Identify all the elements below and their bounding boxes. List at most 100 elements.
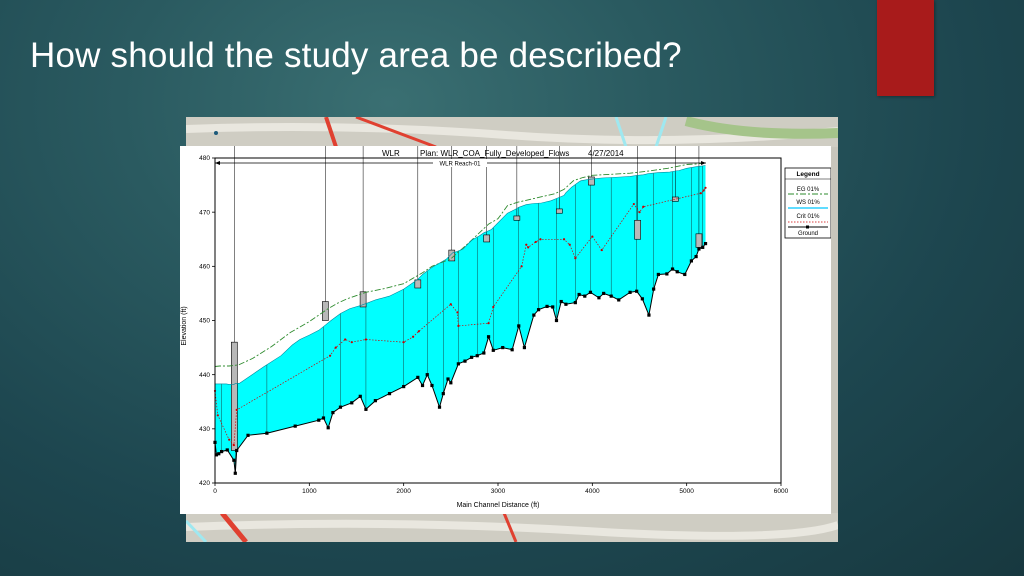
ground-point bbox=[545, 304, 549, 309]
critical-depth-point bbox=[334, 346, 337, 349]
structure-deck bbox=[231, 341, 238, 451]
critical-depth-point bbox=[235, 408, 238, 411]
y-tick-label: 480 bbox=[199, 155, 210, 162]
critical-depth-point bbox=[638, 211, 641, 214]
ground-point bbox=[441, 392, 445, 396]
legend: Legend EG 01% WS 01% Crit 01% Ground bbox=[784, 167, 831, 239]
critical-depth-point bbox=[328, 354, 332, 357]
ground-point bbox=[536, 308, 541, 312]
structure-deck bbox=[634, 219, 641, 240]
ground-point bbox=[510, 348, 514, 352]
ground-point bbox=[225, 448, 229, 452]
critical-depth-point bbox=[232, 443, 235, 447]
ground-point bbox=[235, 448, 239, 453]
critical-depth-point bbox=[456, 311, 459, 314]
ground-point bbox=[703, 241, 708, 246]
ground-point bbox=[564, 302, 568, 306]
x-tick-label: 6000 bbox=[774, 488, 789, 495]
ground-point bbox=[402, 384, 406, 389]
legend-title: Legend bbox=[796, 171, 819, 178]
ground-point bbox=[656, 272, 660, 277]
x-tick-label: 4000 bbox=[585, 488, 600, 495]
y-tick-label: 430 bbox=[199, 426, 210, 433]
critical-depth-point bbox=[539, 238, 542, 241]
ground-point bbox=[331, 410, 335, 415]
reach-label-bg bbox=[433, 159, 487, 167]
x-axis-label: Main Channel Distance (ft) bbox=[457, 502, 540, 509]
profile-chart-svg: 0 1000 2000 3000 4000 5000 6000 420 430 440 450 460… bbox=[181, 146, 831, 509]
structure-deck bbox=[672, 196, 679, 202]
ground-point bbox=[220, 449, 224, 454]
ground-point bbox=[338, 405, 343, 409]
ground-point bbox=[437, 405, 442, 409]
ground-point bbox=[425, 373, 429, 377]
x-tick-label: 0 bbox=[213, 488, 217, 495]
x-tick-label: 2000 bbox=[396, 488, 411, 495]
ground-point bbox=[475, 354, 479, 358]
ground-point bbox=[232, 458, 236, 462]
structure-deck bbox=[359, 291, 367, 308]
critical-depth-point bbox=[568, 243, 571, 246]
critical-depth-point bbox=[364, 338, 368, 341]
ground-point bbox=[683, 272, 687, 277]
ground-point bbox=[617, 298, 621, 302]
water-surface-fill bbox=[215, 165, 706, 474]
slide-title: How should the study area be described? bbox=[30, 36, 682, 75]
ground-point bbox=[694, 254, 698, 259]
critical-depth-point bbox=[591, 235, 594, 238]
ground-point bbox=[554, 318, 559, 323]
ground-point bbox=[522, 345, 527, 350]
ground-point bbox=[317, 418, 321, 422]
ground-point bbox=[675, 270, 679, 274]
ground-point bbox=[665, 272, 669, 276]
legend-ground-label: Ground bbox=[798, 231, 818, 237]
critical-depth-point bbox=[402, 341, 405, 344]
ground-point bbox=[456, 362, 460, 366]
ground-point bbox=[697, 247, 701, 251]
y-tick-label: 470 bbox=[199, 209, 210, 216]
x-tick-label: 1000 bbox=[302, 488, 317, 495]
critical-depth-point bbox=[449, 303, 452, 306]
structure-deck bbox=[556, 208, 563, 214]
critical-depth-point bbox=[417, 330, 420, 333]
ground-point bbox=[469, 355, 474, 359]
ground-point bbox=[559, 299, 563, 304]
ground-point bbox=[640, 297, 644, 301]
ground-point bbox=[449, 381, 453, 385]
critical-depth-point bbox=[487, 322, 490, 325]
y-axis-label: Elevation (ft) bbox=[181, 306, 188, 345]
profile-chart: 0 1000 2000 3000 4000 5000 6000 420 430 440 450 460… bbox=[180, 146, 831, 514]
structure-deck bbox=[322, 301, 329, 321]
reach-arrow-right bbox=[701, 161, 706, 165]
ground-point bbox=[430, 383, 434, 388]
ground-point bbox=[387, 392, 392, 396]
critical-depth-point bbox=[534, 240, 537, 244]
ground-point bbox=[364, 407, 368, 411]
ground-point bbox=[491, 348, 495, 352]
y-tick-label: 440 bbox=[199, 372, 210, 379]
reach-arrow-left bbox=[215, 161, 220, 165]
reach-label: WLR Reach-01 bbox=[439, 162, 481, 168]
ground-point bbox=[217, 452, 221, 456]
critical-depth-point bbox=[228, 438, 231, 441]
structure-deck bbox=[483, 234, 490, 243]
ground-point bbox=[246, 433, 250, 437]
legend-ws-label: WS 01% bbox=[796, 200, 820, 206]
header-date: 4/27/2014 bbox=[588, 149, 624, 158]
ground-point bbox=[652, 287, 656, 291]
header-project: WLR bbox=[382, 149, 400, 158]
ground-point bbox=[597, 296, 601, 300]
ground-point bbox=[609, 294, 613, 298]
ground-point bbox=[321, 416, 326, 420]
ground-point bbox=[416, 375, 420, 379]
critical-depth-point bbox=[600, 248, 603, 252]
accent-bar bbox=[877, 0, 934, 96]
structure-deck bbox=[695, 233, 703, 248]
ground-point bbox=[350, 401, 354, 405]
x-tick-label: 3000 bbox=[491, 488, 506, 495]
ground-point bbox=[482, 351, 486, 355]
critical-depth-point bbox=[702, 189, 705, 192]
ground-point bbox=[358, 394, 362, 398]
critical-depth-point bbox=[525, 243, 528, 246]
map-features bbox=[186, 117, 838, 542]
